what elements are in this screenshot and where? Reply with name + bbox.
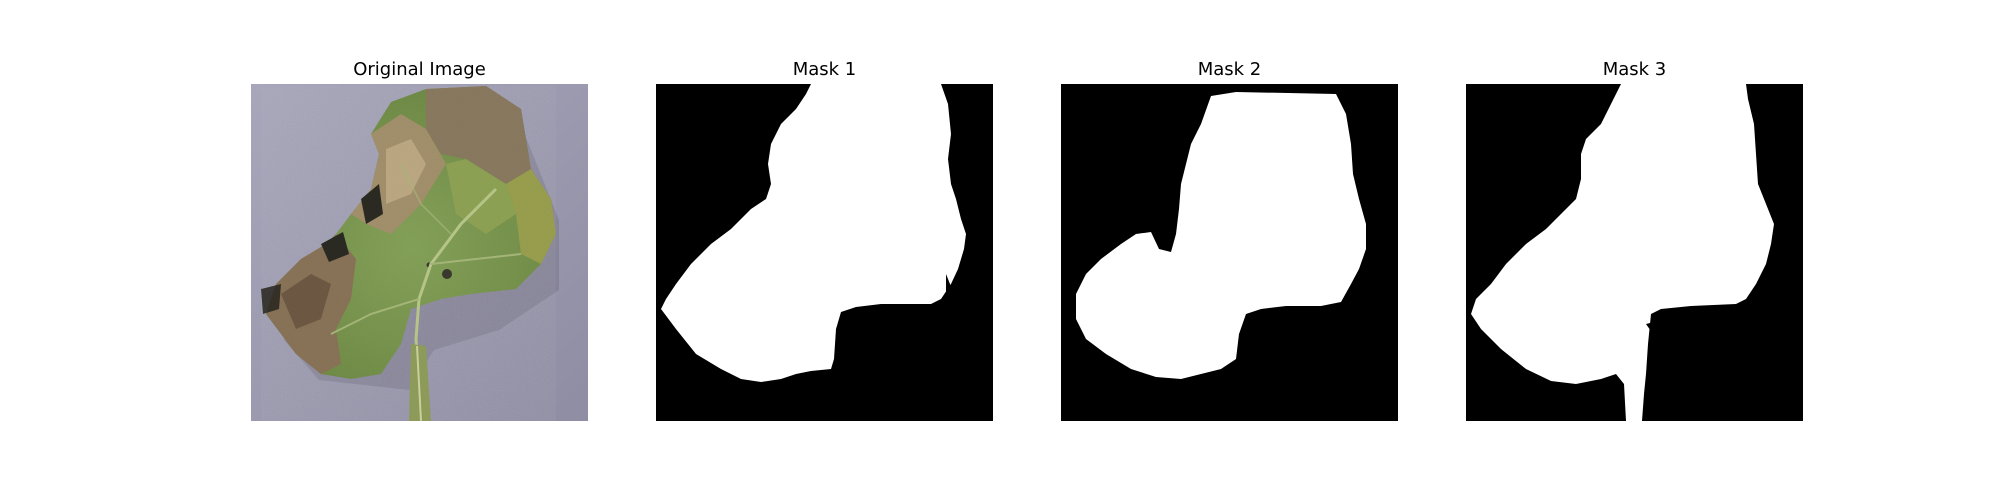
mask-image <box>656 84 993 421</box>
leaf <box>261 86 556 421</box>
mask-image <box>1466 84 1803 421</box>
mask-image <box>1061 84 1398 421</box>
panel-title: Mask 2 <box>1197 59 1262 80</box>
mask-region <box>1076 92 1366 379</box>
panel-title: Mask 3 <box>1602 59 1667 80</box>
panel-mask-2: Mask 2 <box>1061 0 1398 421</box>
panel-title: Mask 1 <box>792 59 857 80</box>
mask-region <box>661 84 966 382</box>
original-image <box>251 84 588 421</box>
leaf-stem <box>409 344 431 421</box>
panel-mask-1: Mask 1 <box>656 0 993 421</box>
panel-mask-3: Mask 3 <box>1466 0 1803 421</box>
panel-original-image: Original Image <box>251 0 588 421</box>
panel-title: Original Image <box>353 59 486 80</box>
mask-region <box>1471 84 1774 421</box>
